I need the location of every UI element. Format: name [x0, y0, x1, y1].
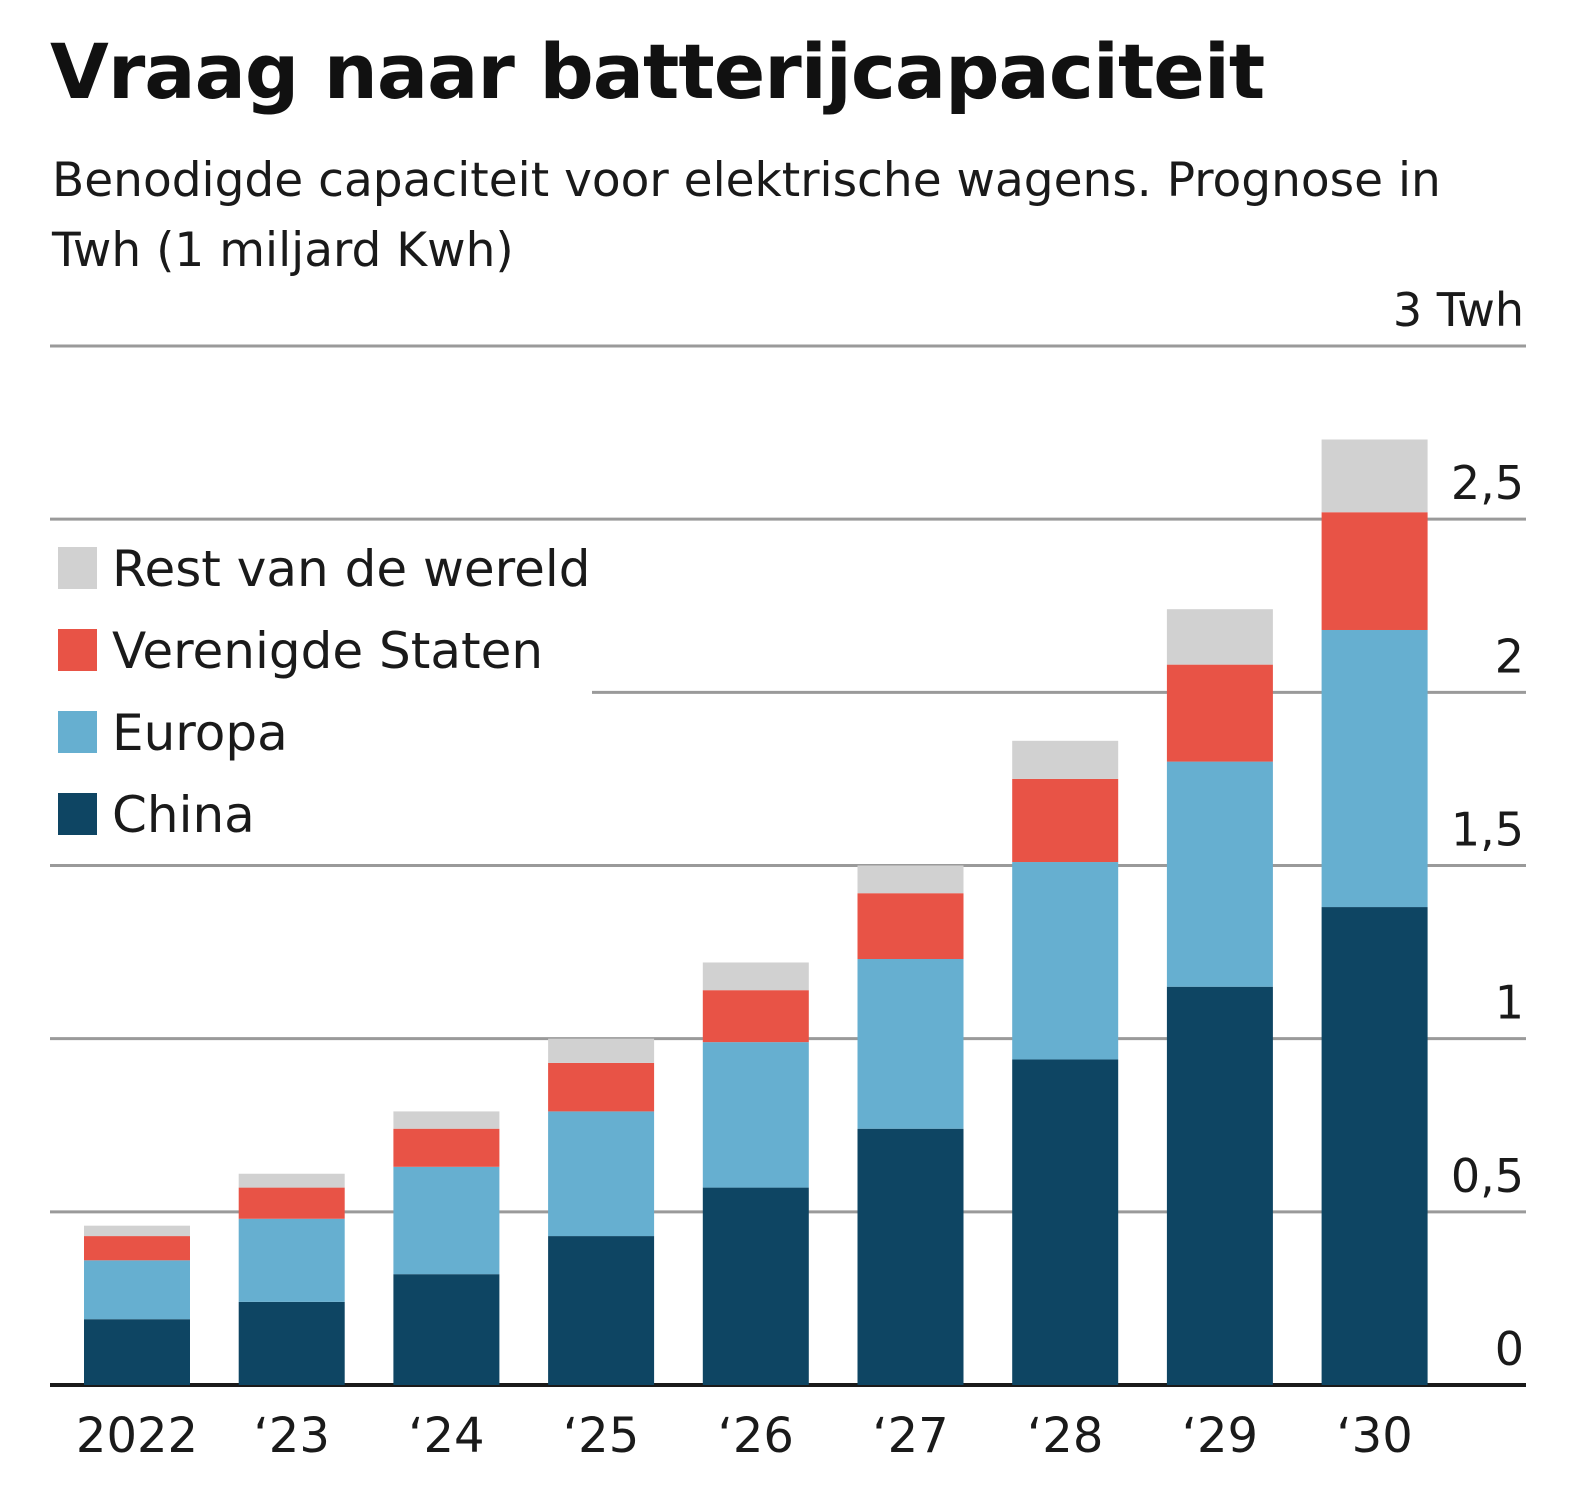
chart-title: Vraag naar batterijcapaciteit	[50, 27, 1265, 116]
bar-segment-china	[1321, 907, 1428, 1385]
bar-segment-verenigde-staten	[1012, 778, 1119, 863]
x-tick-label: ‘26	[718, 1408, 794, 1464]
x-tick-label: ‘25	[563, 1408, 639, 1464]
bar-segment-verenigde-staten	[548, 1062, 655, 1112]
bar-segment-china	[857, 1128, 964, 1385]
legend-label: Europa	[112, 704, 288, 762]
bar-segment-verenigde-staten	[238, 1187, 345, 1219]
y-tick-label: 2	[1495, 629, 1524, 683]
bar-segment-rest-van-de-wereld	[548, 1038, 655, 1063]
bar-segment-china	[393, 1274, 500, 1385]
x-tick-label: ‘27	[872, 1408, 948, 1464]
bar-segment-rest-van-de-wereld	[1321, 439, 1428, 513]
legend-swatch	[58, 793, 97, 835]
bar-segment-china	[1166, 986, 1273, 1385]
legend-label: China	[112, 786, 255, 844]
x-tick-label: ‘23	[254, 1408, 330, 1464]
legend-label: Verenigde Staten	[112, 622, 543, 680]
bar-segment-europa	[1166, 761, 1273, 987]
bar-segment-verenigde-staten	[857, 893, 964, 960]
bar-segment-rest-van-de-wereld	[238, 1173, 345, 1188]
bar-segment-verenigde-staten	[1166, 664, 1273, 762]
legend-swatch	[58, 711, 97, 753]
legend-label: Rest van de wereld	[112, 540, 591, 598]
bar-segment-verenigde-staten	[393, 1128, 500, 1167]
chart-subtitle: Benodigde capaciteit voor elektrische wa…	[52, 153, 1441, 278]
bar-segment-verenigde-staten	[84, 1236, 190, 1261]
y-tick-label: 0,5	[1451, 1149, 1524, 1203]
bar-segment-rest-van-de-wereld	[702, 962, 809, 991]
bar-segment-europa	[1321, 629, 1428, 908]
x-tick-label: ‘30	[1336, 1408, 1412, 1464]
bar-segment-europa	[393, 1166, 500, 1275]
y-tick-label: 0	[1495, 1322, 1524, 1376]
y-tick-label: 1,5	[1451, 803, 1524, 857]
legend: Rest van de wereld Verenigde Staten Europa…	[58, 540, 591, 844]
bar-segment-europa	[548, 1111, 655, 1237]
bar-segment-china	[238, 1301, 345, 1385]
bar-segment-rest-van-de-wereld	[1166, 609, 1273, 665]
bar-segment-verenigde-staten	[1321, 512, 1428, 630]
x-tick-label: ‘29	[1182, 1408, 1258, 1464]
bar-segment-europa	[84, 1260, 190, 1320]
y-tick-label: 2,5	[1451, 456, 1524, 510]
bar-segment-europa	[857, 959, 964, 1129]
bar-segment-europa	[1012, 862, 1119, 1060]
x-axis-ticks: 2022 ‘23 ‘24 ‘25 ‘26 ‘27 ‘28 ‘29 ‘30	[76, 1408, 1413, 1464]
bar-segment-rest-van-de-wereld	[1012, 740, 1119, 779]
legend-swatch	[58, 629, 97, 671]
y-tick-label: 3 Twh	[1393, 283, 1524, 337]
x-tick-label: 2022	[76, 1408, 198, 1464]
bar-segment-china	[702, 1187, 809, 1385]
bar-segment-rest-van-de-wereld	[84, 1225, 190, 1237]
bar-segment-verenigde-staten	[702, 990, 809, 1043]
bar-segment-rest-van-de-wereld	[393, 1111, 500, 1129]
legend-swatch	[58, 547, 97, 589]
bar-segment-europa	[238, 1218, 345, 1302]
bar-segment-europa	[702, 1042, 809, 1188]
x-tick-label: ‘24	[408, 1408, 484, 1464]
bar-segment-rest-van-de-wereld	[857, 865, 964, 894]
bar-segment-china	[548, 1236, 655, 1385]
bar-segment-china	[84, 1319, 190, 1385]
x-tick-label: ‘28	[1027, 1408, 1103, 1464]
y-axis-ticks: 0 0,5 1 1,5 2 2,5 3 Twh	[1393, 283, 1524, 1376]
y-tick-label: 1	[1495, 976, 1524, 1030]
bars	[84, 439, 1428, 1385]
bar-segment-china	[1012, 1059, 1119, 1385]
